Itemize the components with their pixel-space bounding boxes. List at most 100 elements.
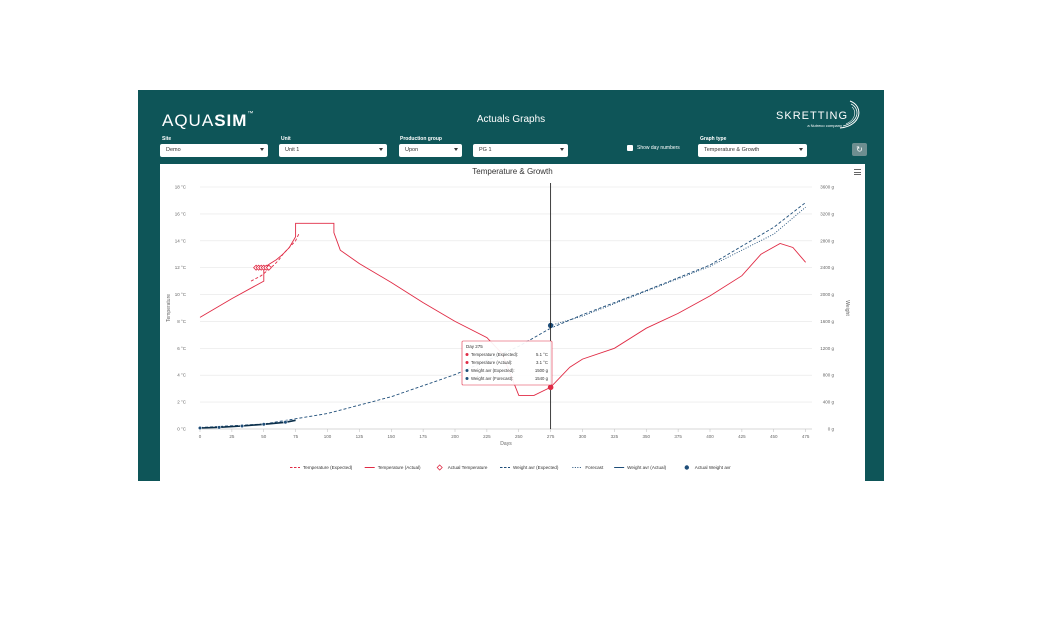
hover-temperature-marker (547, 384, 554, 391)
y-right-tick-label: 1200 g (820, 346, 834, 351)
graph-type-label: Graph type (700, 136, 727, 142)
x-tick-label: 350 (642, 434, 650, 439)
refresh-button[interactable]: ↻ (852, 143, 867, 156)
y-left-tick-label: 16 °C (175, 211, 187, 216)
tooltip-bullet (465, 361, 469, 364)
y-right-axis-title: Weight (844, 300, 850, 316)
x-tick-label: 125 (356, 434, 364, 439)
brand-tagline: a Nutreco company (807, 123, 842, 128)
logo-bold: SIM (214, 111, 248, 130)
y-left-tick-label: 18 °C (175, 185, 187, 190)
y-left-tick-label: 14 °C (175, 238, 187, 243)
y-left-tick-label: 0 °C (177, 427, 187, 432)
tooltip-label: Temperature (Actual): (471, 360, 512, 365)
actual-weight-point (261, 422, 266, 427)
actual-weight-point (239, 423, 245, 429)
logo-light: AQUA (162, 111, 215, 130)
y-right-tick-label: 400 g (823, 400, 835, 405)
y-left-tick-label: 2 °C (177, 400, 187, 405)
tooltip-bullet (465, 377, 469, 380)
x-tick-label: 0 (199, 434, 202, 439)
x-tick-label: 150 (387, 434, 395, 439)
tooltip-bullet (465, 353, 469, 356)
tooltip-label: Weight avr (Forecast): (471, 376, 513, 381)
chevron-down-icon (379, 148, 383, 151)
x-tick-label: 325 (611, 434, 619, 439)
y-left-tick-label: 4 °C (177, 373, 187, 378)
chart-panel: Temperature & Growth 0 °C 0 g 2 °C 400 g 4 °… (160, 164, 865, 481)
site-label: Site (162, 136, 172, 142)
x-tick-label: 475 (802, 434, 810, 439)
x-tick-label: 375 (674, 434, 682, 439)
show-day-numbers-label: Show day numbers (637, 145, 680, 151)
chevron-down-icon (560, 148, 564, 151)
x-tick-label: 100 (324, 434, 332, 439)
site-value: Demo (166, 147, 181, 153)
actual-weight-point (283, 420, 288, 425)
y-left-tick-label: 6 °C (177, 346, 187, 351)
y-left-tick-label: 10 °C (175, 292, 187, 297)
x-tick-label: 400 (706, 434, 714, 439)
x-tick-label: 425 (738, 434, 746, 439)
x-tick-label: 300 (579, 434, 587, 439)
y-right-tick-label: 2000 g (820, 292, 834, 297)
actual-weight-point (217, 425, 222, 430)
x-tick-label: 175 (419, 434, 427, 439)
app-window: AQUASIM™ Actuals Graphs SKRETTING a Nutr… (138, 90, 884, 481)
x-tick-label: 25 (229, 434, 235, 439)
group-select[interactable]: PG 1 (473, 144, 568, 157)
series-weight-expected (199, 202, 806, 428)
production-group-select[interactable]: Upon (399, 144, 462, 157)
unit-value: Unit 1 (285, 147, 300, 153)
tooltip-value: 1500 g (535, 368, 549, 373)
legend-item-label: Actual Weight avr (695, 465, 731, 470)
x-tick-label: 250 (515, 434, 523, 439)
y-left-tick-label: 8 °C (177, 319, 187, 324)
x-tick-label: 200 (451, 434, 459, 439)
unit-select[interactable]: Unit 1 (279, 144, 387, 157)
tooltip-label: Temperature (Expected): (471, 352, 518, 357)
group-value: PG 1 (479, 147, 492, 153)
x-tick-label: 75 (293, 434, 299, 439)
skretting-swirl-icon (839, 100, 860, 129)
brand-name: SKRETTING (776, 110, 848, 122)
x-tick-label: 225 (483, 434, 491, 439)
y-right-tick-label: 2800 g (820, 238, 834, 243)
logo-tm: ™ (247, 111, 255, 117)
tooltip-value: 3.1 °C (536, 360, 548, 365)
x-axis-title: Days (500, 441, 512, 447)
legend-swatch (436, 464, 443, 471)
chevron-down-icon (799, 148, 803, 151)
skretting-logo: SKRETTING a Nutreco company (776, 98, 866, 132)
legend-item-label: Actual Temperature (448, 465, 488, 470)
graph-type-value: Temperature & Growth (704, 147, 760, 153)
graph-type-select[interactable]: Temperature & Growth (698, 144, 807, 157)
tooltip-box (461, 340, 553, 386)
unit-label: Unit (281, 136, 291, 142)
chart-svg: 0 °C 0 g 2 °C 400 g 4 °C 800 g 6 °C 1200 g 8 °C 1… (166, 183, 850, 471)
chart-title: Temperature & Growth (472, 167, 553, 176)
y-right-tick-label: 3600 g (820, 185, 834, 190)
tooltip-header: Day 275 (466, 344, 483, 349)
legend-item-label: Forecast (585, 465, 604, 470)
actual-weight-point (197, 425, 203, 431)
series-temperature-expected (250, 232, 300, 282)
actual-temperature-point (265, 264, 272, 271)
x-tick-label: 450 (770, 434, 778, 439)
legend-item-label: Temperature (Actual) (378, 465, 421, 470)
y-right-tick-label: 1600 g (820, 319, 834, 324)
aquasim-logo: AQUASIM™ (162, 111, 254, 131)
y-right-tick-label: 3200 g (820, 211, 834, 216)
site-select[interactable]: Demo (160, 144, 268, 157)
hamburger-icon[interactable] (854, 169, 861, 175)
y-right-tick-label: 2400 g (820, 265, 834, 270)
show-day-numbers-checkbox[interactable] (627, 145, 633, 151)
tooltip-value: 5.1 °C (536, 352, 548, 357)
series-forecast (550, 206, 806, 326)
x-tick-label: 275 (547, 434, 555, 439)
production-group-label: Production group (400, 136, 442, 142)
y-right-tick-label: 0 g (828, 427, 835, 432)
legend-swatch (684, 465, 689, 470)
x-tick-label: 50 (261, 434, 267, 439)
refresh-icon: ↻ (856, 145, 863, 154)
